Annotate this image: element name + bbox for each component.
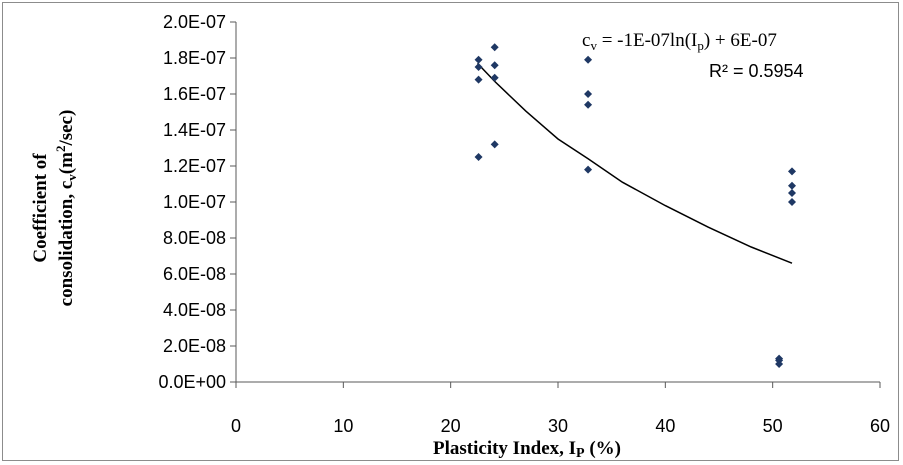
x-axis-title-tail: (%) (585, 438, 621, 459)
data-point (584, 55, 593, 64)
equation-prefix-sub: v (590, 38, 597, 53)
x-tick-label: 20 (441, 416, 461, 436)
x-tick-label: 50 (763, 416, 783, 436)
data-point (490, 73, 499, 82)
data-point (775, 360, 784, 368)
x-tick-label: 30 (548, 416, 568, 436)
x-axis-title-main: Plasticity Index, I (433, 438, 576, 459)
y-axis-ticks: 0.0E+00 2.0E-08 4.0E-08 6.0E-08 8.0E-08 1.0E-… (158, 12, 236, 392)
y-tick-label: 1.0E-07 (163, 192, 226, 212)
data-point (787, 189, 796, 197)
x-tick-label: 40 (655, 416, 675, 436)
data-point (584, 90, 593, 98)
y-tick-label: 4.0E-08 (163, 300, 226, 320)
y-tick-label: 0.0E+00 (158, 372, 226, 392)
y-tick-label: 2.0E-08 (163, 336, 226, 356)
equation-tail: ) + 6E-07 (704, 30, 777, 51)
data-point (474, 75, 483, 84)
data-point (787, 181, 796, 190)
data-point (490, 140, 499, 149)
y-tick-label: 1.4E-07 (163, 120, 226, 140)
x-axis-title-sub: P (576, 446, 585, 461)
data-point (490, 43, 499, 52)
data-point (584, 165, 593, 174)
y-axis-title-line2: consolidation, cv(m2/sec) (53, 110, 79, 307)
r-squared-label: R² = 0.5954 (709, 61, 804, 81)
y-tick-label: 1.6E-07 (163, 84, 226, 104)
trendline (476, 62, 793, 264)
y-tick-label: 6.0E-08 (163, 264, 226, 284)
y-tick-label: 2.0E-07 (163, 12, 226, 32)
data-point (474, 55, 483, 64)
y-axis-title: Coefficient of consolidation, cv(m2/sec) (30, 110, 79, 307)
y-tick-label: 1.2E-07 (163, 156, 226, 176)
y-axis-title-line2-main: consolidation, c (56, 181, 77, 307)
data-point (490, 61, 499, 70)
equation-mid-sub: p (697, 38, 704, 53)
data-point (474, 63, 483, 71)
x-axis-ticks: 0 10 20 30 40 50 60 (231, 382, 890, 436)
data-point (584, 100, 593, 109)
y-axis-title-line2-tail: /sec) (56, 110, 77, 147)
y-tick-label: 8.0E-08 (163, 228, 226, 248)
data-point (474, 153, 483, 161)
x-tick-label: 60 (870, 416, 890, 436)
data-point (787, 167, 796, 176)
data-points (474, 43, 796, 368)
y-axis-title-line2-sub: v (64, 174, 79, 181)
equation-prefix: c (582, 30, 590, 51)
y-axis-title-line1: Coefficient of (30, 153, 51, 263)
x-tick-label: 10 (333, 416, 353, 436)
equation-mid: = -1E-07ln(I (597, 30, 697, 51)
y-axis-title-line2-mid: (m (56, 152, 77, 174)
y-axis-title-line2-sup: 2 (53, 146, 68, 153)
x-tick-label: 0 (231, 416, 241, 436)
x-axis-title: Plasticity Index, IP (%) (433, 438, 621, 461)
y-tick-label: 1.8E-07 (163, 48, 226, 68)
trendline-equation: cv = -1E-07ln(Ip) + 6E-07 (582, 30, 777, 53)
data-point (787, 198, 796, 206)
